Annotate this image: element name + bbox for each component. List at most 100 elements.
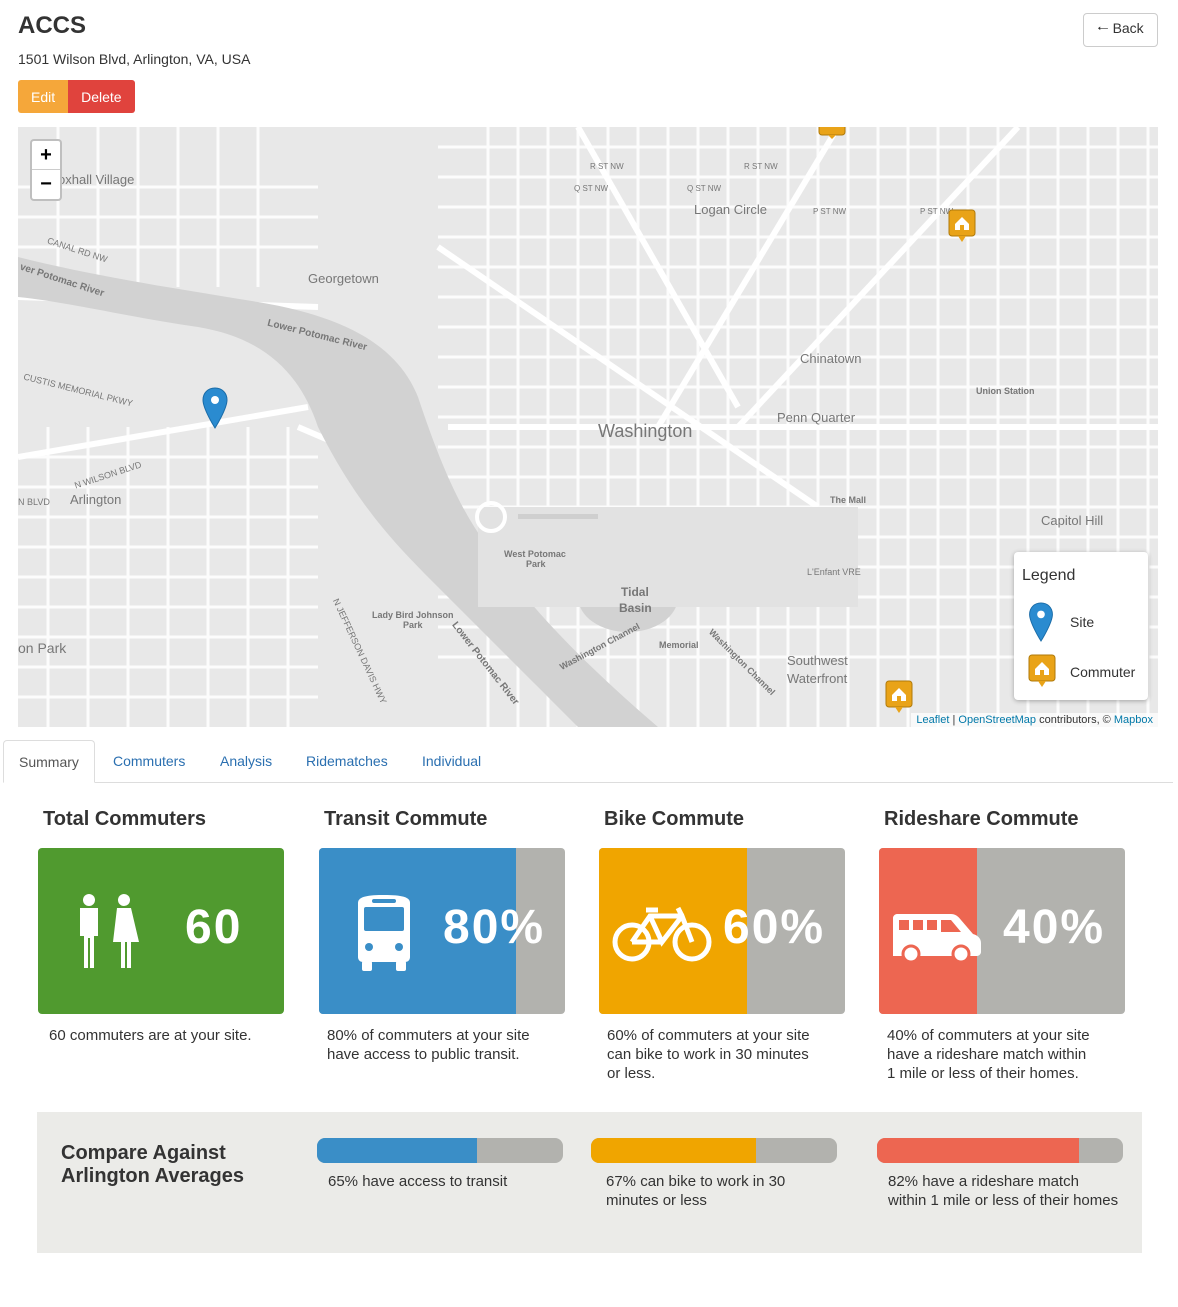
zoom-out-button[interactable]: − [40, 173, 52, 195]
map-label-memorial: Memorial [659, 640, 699, 650]
commuter-marker-icon[interactable] [948, 209, 976, 243]
map-label-lady-bird-park: Park [403, 620, 423, 630]
compare-transit-bar [317, 1138, 563, 1163]
map-label-southwest: Southwest [787, 653, 848, 668]
description-line: or less. [607, 1065, 656, 1082]
map-label-foxhall: oxhall Village [58, 172, 135, 187]
description-line: have a rideshare match within [887, 1046, 1087, 1063]
attribution-contributors: contributors, © [1036, 714, 1114, 726]
rideshare-commute-title: Rideshare Commute [884, 808, 1079, 830]
site-marker-pin-icon[interactable] [202, 387, 228, 429]
map-label-lenfant: L'Enfant VRE [807, 567, 861, 577]
legend-commuter-label: Commuter [1070, 664, 1136, 680]
compare-text-line: 65% have access to transit [328, 1173, 508, 1190]
tab-analysis[interactable]: Analysis [220, 753, 273, 769]
map-label-on-park: on Park [18, 640, 67, 656]
compare-text-line: 82% have a rideshare match [888, 1173, 1079, 1190]
bike-commute-title: Bike Commute [604, 808, 745, 830]
map-legend: Legend Site Commuter [1014, 552, 1148, 700]
people-icon [80, 894, 139, 968]
site-address: 1501 Wilson Blvd, Arlington, VA, USA [18, 51, 251, 67]
mapbox-link[interactable]: Mapbox [1113, 714, 1153, 726]
delete-button[interactable]: Delete [68, 80, 135, 113]
legend-item-site: Site [1014, 602, 1148, 642]
back-button[interactable]: 🠀 Back [1083, 13, 1158, 47]
compare-averages-panel: Compare Against Arlington Averages 65% h… [37, 1112, 1142, 1253]
legend-title: Legend [1022, 567, 1076, 584]
map-label-basin: Basin [619, 601, 652, 615]
compare-text-line: 67% can bike to work in 30 [606, 1173, 786, 1190]
description-line: 80% of commuters at your site [327, 1027, 530, 1044]
leaflet-link[interactable]: Leaflet [916, 714, 950, 726]
map-label-union-station: Union Station [976, 386, 1035, 396]
compare-title: Compare Against Arlington Averages [61, 1142, 281, 1188]
commuter-marker-icon[interactable] [885, 680, 913, 714]
legend-site-label: Site [1070, 614, 1095, 630]
map-label-r-st-1: R ST NW [590, 162, 624, 171]
total-commuters-title: Total Commuters [43, 808, 206, 830]
map-label-q-st-1: Q ST NW [574, 184, 609, 193]
map-label-q-st-2: Q ST NW [687, 184, 722, 193]
map-tiles [18, 127, 1158, 727]
site-actions: Edit Delete [18, 80, 135, 113]
map-attribution: Leaflet | OpenStreetMap contributors, © … [911, 713, 1158, 727]
description-line: can bike to work in 30 minutes [607, 1046, 809, 1063]
bicycle-icon [612, 906, 712, 962]
description-line: 60% of commuters at your site [607, 1027, 810, 1044]
compare-title-line: Compare Against [61, 1142, 226, 1164]
rideshare-commute-card: 40% [879, 848, 1125, 1014]
site-map[interactable]: oxhall Village CANAL RD NW ver Potomac R… [18, 127, 1158, 727]
description-line: have access to public transit. [327, 1046, 520, 1063]
total-commuters-value: 60 [185, 901, 243, 954]
tab-commuters[interactable]: Commuters [113, 753, 186, 769]
commuter-marker-icon[interactable] [818, 127, 846, 139]
tab-ridematches[interactable]: Ridematches [306, 753, 388, 769]
commuter-home-icon [1028, 654, 1056, 687]
map-label-r-st-2: R ST NW [744, 162, 778, 171]
total-commuters-description: 60 commuters are at your site. [49, 1026, 252, 1045]
map-label-chinatown: Chinatown [800, 351, 862, 366]
compare-text-line: minutes or less [606, 1192, 707, 1209]
compare-rideshare-text: 82% have a rideshare match within 1 mile… [888, 1172, 1118, 1210]
map-label-lady-bird: Lady Bird Johnson [372, 610, 454, 620]
map-label-waterfront: Waterfront [787, 671, 848, 686]
tab-summary[interactable]: Summary [3, 740, 95, 783]
description-line: 1 mile or less of their homes. [887, 1065, 1079, 1082]
description-line: 60 commuters are at your site. [49, 1027, 252, 1044]
bike-commute-card: 60% [599, 848, 845, 1014]
transit-commute-description: 80% of commuters at your site have acces… [327, 1026, 530, 1064]
page-title: ACCS [18, 12, 87, 39]
transit-commute-fill [319, 848, 516, 1014]
compare-text-line: within 1 mile or less of their homes [888, 1192, 1119, 1209]
tab-bar: Summary Commuters Analysis Ridematches I… [3, 740, 1173, 783]
van-icon [893, 914, 981, 962]
zoom-control: + − [30, 139, 62, 201]
map-label-washington: Washington [598, 421, 693, 441]
arrow-left-icon: 🠀 [1097, 20, 1109, 36]
osm-link[interactable]: OpenStreetMap [958, 714, 1037, 726]
map-label-georgetown: Georgetown [308, 271, 379, 286]
map-label-capitol-hill: Capitol Hill [1041, 513, 1104, 528]
map-label-tidal: Tidal [621, 585, 649, 599]
compare-transit-text: 65% have access to transit [328, 1172, 507, 1191]
transit-commute-title: Transit Commute [324, 808, 488, 830]
back-button-label: Back [1112, 20, 1144, 36]
compare-bike-fill [591, 1138, 756, 1163]
tab-individual[interactable]: Individual [422, 753, 482, 769]
compare-bike-bar [591, 1138, 837, 1163]
bike-commute-description: 60% of commuters at your site can bike t… [607, 1026, 810, 1083]
site-pin-icon [1029, 602, 1053, 642]
map-label-the-mall: The Mall [830, 495, 867, 505]
edit-button[interactable]: Edit [18, 80, 69, 113]
compare-bike-text: 67% can bike to work in 30 minutes or le… [606, 1172, 785, 1210]
compare-rideshare-bar [877, 1138, 1123, 1163]
description-line: 40% of commuters at your site [887, 1027, 1090, 1044]
total-commuters-card: 60 [38, 848, 284, 1014]
map-label-p-st-2: P ST NW [920, 207, 954, 216]
legend-item-commuter: Commuter [1014, 654, 1148, 694]
zoom-in-button[interactable]: + [32, 141, 60, 170]
bike-commute-value: 60% [723, 901, 826, 954]
bus-icon [358, 895, 410, 971]
compare-transit-fill [317, 1138, 477, 1163]
compare-rideshare-fill [877, 1138, 1079, 1163]
